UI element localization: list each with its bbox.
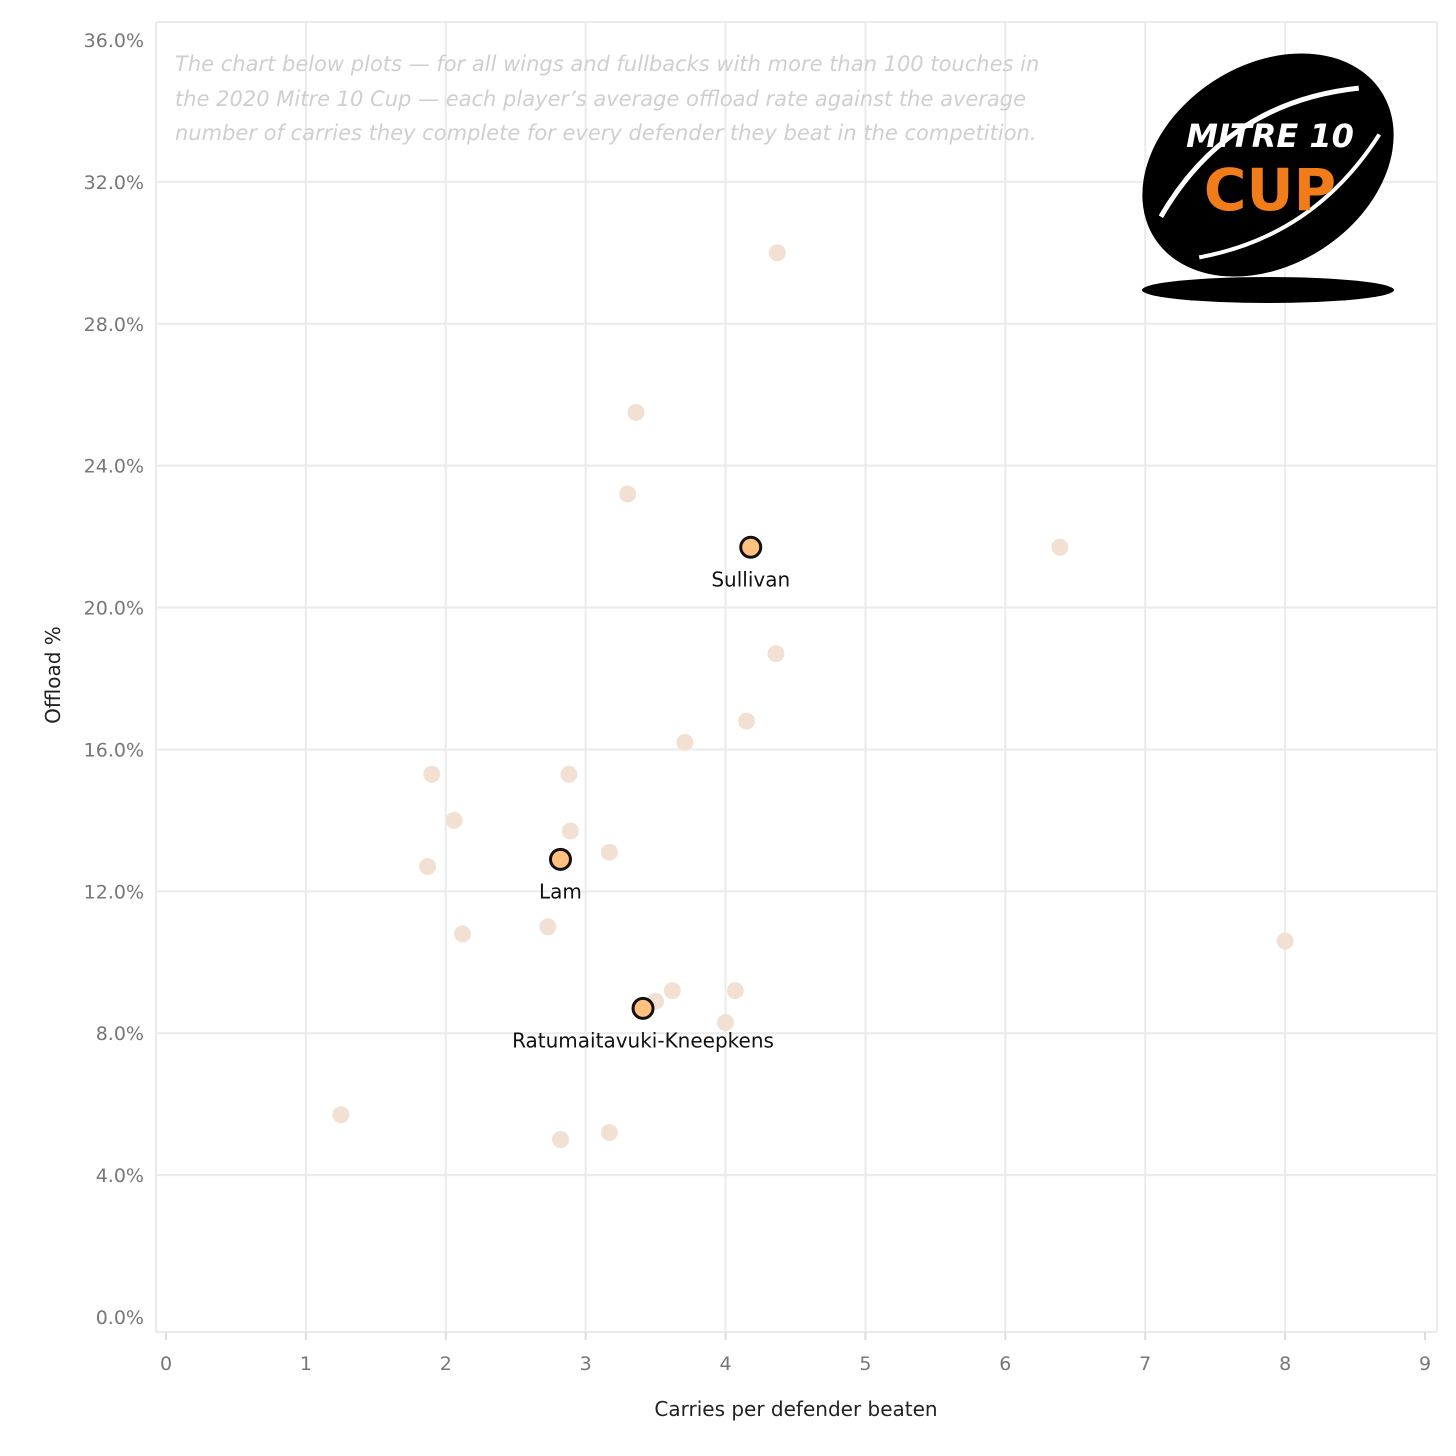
data-point (332, 1106, 350, 1124)
y-tick-label: 28.0% (84, 314, 144, 336)
player-label: Sullivan (711, 567, 790, 591)
highlighted-points: Sullivan Lam Ratumaitavuki-Kneepkens (512, 535, 790, 1052)
x-tick-label: 9 (1419, 1353, 1431, 1375)
y-tick-label: 8.0% (96, 1023, 144, 1045)
x-tick-label: 0 (160, 1353, 172, 1375)
data-point (663, 982, 681, 1000)
rugby-ball-icon (1142, 53, 1394, 277)
data-point (419, 858, 437, 876)
x-tick-label: 5 (859, 1353, 871, 1375)
x-tick-label: 8 (1279, 1353, 1291, 1375)
data-point (445, 811, 463, 829)
y-tick-label: 20.0% (84, 598, 144, 620)
y-tick-label: 32.0% (84, 172, 144, 194)
grid-lines (155, 21, 1438, 1340)
data-point (1051, 538, 1069, 556)
y-tick-label: 24.0% (84, 456, 144, 478)
annotation-line: The chart below plots — for all wings an… (175, 52, 1039, 76)
y-tick-label: 16.0% (84, 739, 144, 761)
y-tick-label: 0.0% (96, 1307, 144, 1329)
annotation-line: number of carries they complete for ever… (175, 121, 1037, 145)
ball-seam-icon (1198, 133, 1382, 260)
data-point (600, 1124, 618, 1142)
x-tick-label: 2 (440, 1353, 452, 1375)
data-point (726, 982, 744, 1000)
data-point (423, 765, 441, 783)
data-point (600, 843, 618, 861)
player-label: Lam (539, 879, 582, 903)
x-axis-title: Carries per defender beaten (654, 1397, 937, 1421)
y-tick-label: 12.0% (84, 881, 144, 903)
x-tick-label: 6 (999, 1353, 1011, 1375)
highlighted-point (631, 996, 655, 1020)
logo-text: MITRE 10 (1186, 117, 1354, 155)
x-tick-labels: 0 1 2 3 4 5 6 7 8 9 (160, 1353, 1431, 1375)
data-point (561, 822, 579, 840)
ball-seam-icon (1158, 85, 1360, 218)
data-point (560, 765, 578, 783)
x-tick-label: 1 (300, 1353, 312, 1375)
player-label: Ratumaitavuki-Kneepkens (512, 1028, 774, 1052)
highlighted-point (739, 535, 763, 559)
x-tick-label: 7 (1139, 1353, 1151, 1375)
data-point (551, 1131, 569, 1149)
data-point (619, 485, 637, 503)
y-tick-label: 36.0% (84, 30, 144, 52)
data-point (454, 925, 472, 943)
annotation-text: The chart below plots — for all wings an… (175, 52, 1039, 145)
data-point (539, 918, 557, 936)
data-point (767, 645, 785, 663)
data-point (717, 1014, 735, 1032)
data-points (332, 244, 1294, 1149)
annotation-line: the 2020 Mitre 10 Cup — each player’s av… (175, 87, 1026, 111)
data-point (627, 403, 645, 421)
x-tick-label: 4 (720, 1353, 732, 1375)
data-point (768, 244, 786, 262)
y-axis-title: Offload % (41, 626, 65, 724)
x-tick-label: 3 (580, 1353, 592, 1375)
y-tick-label: 4.0% (96, 1165, 144, 1187)
logo-shadow (1142, 277, 1394, 303)
mitre10-cup-logo: MITRE 10 CUP (1142, 53, 1394, 303)
data-point (676, 733, 694, 751)
highlighted-point (548, 847, 572, 871)
y-tick-labels: 0.0% 4.0% 8.0% 12.0% 16.0% 20.0% 24.0% 28.0% 32.… (84, 30, 144, 1329)
data-point (1276, 932, 1294, 950)
logo-text: CUP (1204, 156, 1336, 224)
data-point (738, 712, 756, 730)
